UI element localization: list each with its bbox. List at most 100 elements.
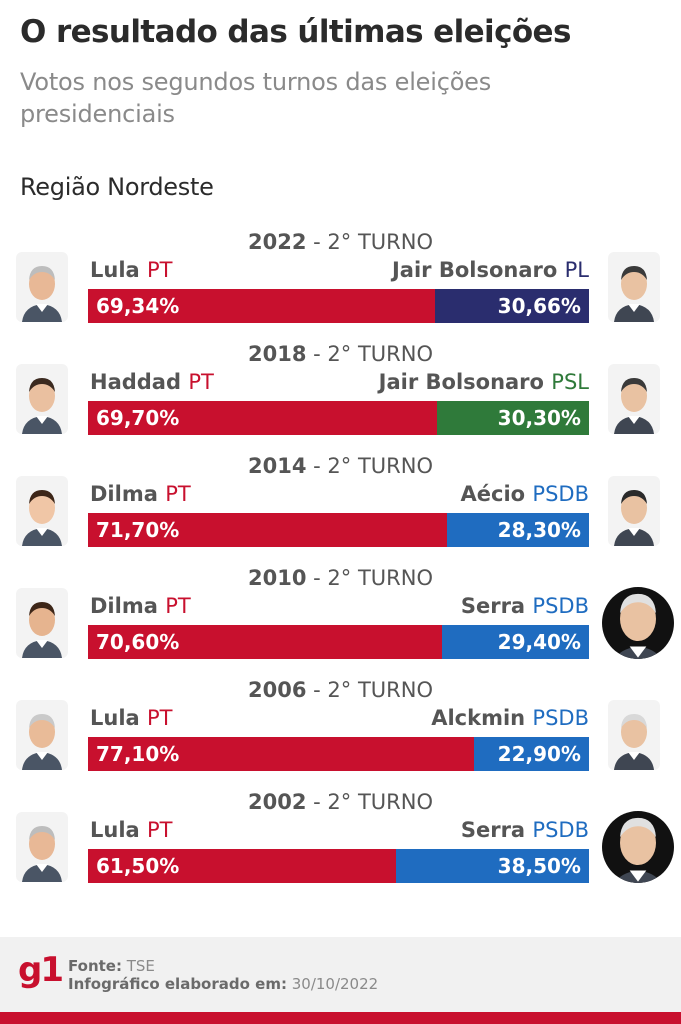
- round-label: 2° TURNO: [327, 566, 433, 590]
- election-2018: 2018 - 2° TURNO Haddad PT Jair Bolsonaro P…: [0, 342, 681, 454]
- year: 2002: [248, 790, 307, 814]
- result-bar: 77,10% 22,90%: [88, 737, 589, 771]
- candidate-b-percent: 29,40%: [497, 630, 581, 654]
- election-2002: 2002 - 2° TURNO Lula PT Serra PSDB 61,50% 38…: [0, 790, 681, 902]
- candidate-b-bar: 29,40%: [441, 625, 589, 659]
- election-year-label: 2010 - 2° TURNO: [0, 566, 681, 590]
- candidate-a-percent: 69,34%: [96, 294, 180, 318]
- candidate-a-percent: 70,60%: [96, 630, 180, 654]
- date-value: 30/10/2022: [291, 975, 379, 993]
- year-separator: -: [306, 230, 328, 254]
- election-2022: 2022 - 2° TURNO Lula PT Jair Bolsonaro PL 6…: [0, 230, 681, 342]
- candidate-a-party: PT: [147, 258, 173, 282]
- candidate-b-percent: 30,30%: [497, 406, 581, 430]
- candidate-b-photo: [608, 476, 660, 546]
- source-line: Fonte: TSE: [68, 957, 155, 975]
- candidate-b-party: PSL: [551, 370, 589, 394]
- candidate-b-name: Alckmin PSDB: [431, 706, 589, 730]
- year-separator: -: [306, 342, 328, 366]
- candidate-a-name: Dilma PT: [90, 594, 191, 618]
- footer: [0, 937, 681, 1017]
- candidate-b-photo: [608, 700, 660, 770]
- candidate-b-name: Serra PSDB: [461, 818, 589, 842]
- candidate-b-bar: 30,66%: [435, 289, 589, 323]
- candidate-b-name-text: Jair Bolsonaro: [378, 370, 544, 394]
- candidate-a-percent: 69,70%: [96, 406, 180, 430]
- candidate-a-name-text: Haddad: [90, 370, 182, 394]
- candidate-a-party: PT: [147, 818, 173, 842]
- candidate-a-party: PT: [188, 370, 214, 394]
- candidate-a-party: PT: [147, 706, 173, 730]
- election-2006: 2006 - 2° TURNO Lula PT Alckmin PSDB 77,10%…: [0, 678, 681, 790]
- candidate-b-party: PSDB: [532, 594, 589, 618]
- candidate-b-photo: [602, 587, 674, 659]
- candidate-b-name: Jair Bolsonaro PL: [392, 258, 589, 282]
- round-label: 2° TURNO: [327, 342, 433, 366]
- candidate-b-name-text: Serra: [460, 594, 526, 618]
- candidate-a-photo: [16, 700, 68, 770]
- result-bar: 71,70% 28,30%: [88, 513, 589, 547]
- election-year-label: 2022 - 2° TURNO: [0, 230, 681, 254]
- candidate-b-name-text: Serra: [460, 818, 526, 842]
- candidate-a-bar: 71,70%: [88, 513, 448, 547]
- round-label: 2° TURNO: [327, 230, 433, 254]
- candidate-a-name: Haddad PT: [90, 370, 214, 394]
- candidate-a-name: Lula PT: [90, 706, 173, 730]
- year: 2006: [248, 678, 307, 702]
- year: 2022: [248, 230, 307, 254]
- election-2014: 2014 - 2° TURNO Dilma PT Aécio PSDB 71,70% 2…: [0, 454, 681, 566]
- candidate-a-party: PT: [165, 482, 191, 506]
- result-bar: 69,70% 30,30%: [88, 401, 589, 435]
- candidate-a-photo: [16, 812, 68, 882]
- candidate-b-party: PSDB: [532, 482, 589, 506]
- round-label: 2° TURNO: [327, 454, 433, 478]
- candidate-a-bar: 69,34%: [88, 289, 436, 323]
- election-year-label: 2018 - 2° TURNO: [0, 342, 681, 366]
- date-label: Infográfico elaborado em:: [68, 975, 287, 993]
- result-bar: 70,60% 29,40%: [88, 625, 589, 659]
- candidate-a-percent: 77,10%: [96, 742, 180, 766]
- page-subtitle: Votos nos segundos turnos das eleições p…: [20, 68, 492, 128]
- candidate-b-percent: 30,66%: [497, 294, 581, 318]
- candidate-a-name-text: Lula: [90, 818, 140, 842]
- candidate-b-party: PSDB: [532, 706, 589, 730]
- round-label: 2° TURNO: [327, 790, 433, 814]
- candidate-a-name: Lula PT: [90, 258, 173, 282]
- footer-accent-bar: [0, 1012, 681, 1024]
- candidate-b-bar: 22,90%: [474, 737, 589, 771]
- candidate-a-photo: [16, 364, 68, 434]
- source-label: Fonte:: [68, 957, 122, 975]
- candidate-b-name-text: Aécio: [460, 482, 526, 506]
- candidate-a-photo: [16, 588, 68, 658]
- candidate-b-name: Aécio PSDB: [461, 482, 589, 506]
- candidate-a-bar: 77,10%: [88, 737, 475, 771]
- candidate-a-photo: [16, 476, 68, 546]
- candidate-a-party: PT: [165, 594, 191, 618]
- candidate-b-name-text: Jair Bolsonaro: [391, 258, 558, 282]
- candidate-a-percent: 71,70%: [96, 518, 180, 542]
- candidate-b-party: PSDB: [532, 818, 589, 842]
- election-year-label: 2006 - 2° TURNO: [0, 678, 681, 702]
- candidate-b-percent: 28,30%: [497, 518, 581, 542]
- region-heading: Região Nordeste: [20, 173, 214, 201]
- candidate-b-name: Jair Bolsonaro PSL: [379, 370, 589, 394]
- round-label: 2° TURNO: [327, 678, 433, 702]
- year-separator: -: [306, 566, 328, 590]
- source-value: TSE: [126, 957, 155, 975]
- candidate-a-percent: 61,50%: [96, 854, 180, 878]
- year: 2010: [248, 566, 307, 590]
- candidate-b-name: Serra PSDB: [461, 594, 589, 618]
- year: 2018: [248, 342, 307, 366]
- candidate-b-bar: 28,30%: [447, 513, 589, 547]
- result-bar: 61,50% 38,50%: [88, 849, 589, 883]
- result-bar: 69,34% 30,66%: [88, 289, 589, 323]
- candidate-a-name-text: Lula: [90, 258, 140, 282]
- g1-logo: g1: [18, 950, 64, 990]
- candidate-a-name: Lula PT: [90, 818, 173, 842]
- candidate-b-party: PL: [564, 258, 589, 282]
- candidate-a-bar: 70,60%: [88, 625, 442, 659]
- candidate-a-name: Dilma PT: [90, 482, 191, 506]
- election-year-label: 2014 - 2° TURNO: [0, 454, 681, 478]
- candidate-b-percent: 38,50%: [497, 854, 581, 878]
- candidate-a-bar: 69,70%: [88, 401, 438, 435]
